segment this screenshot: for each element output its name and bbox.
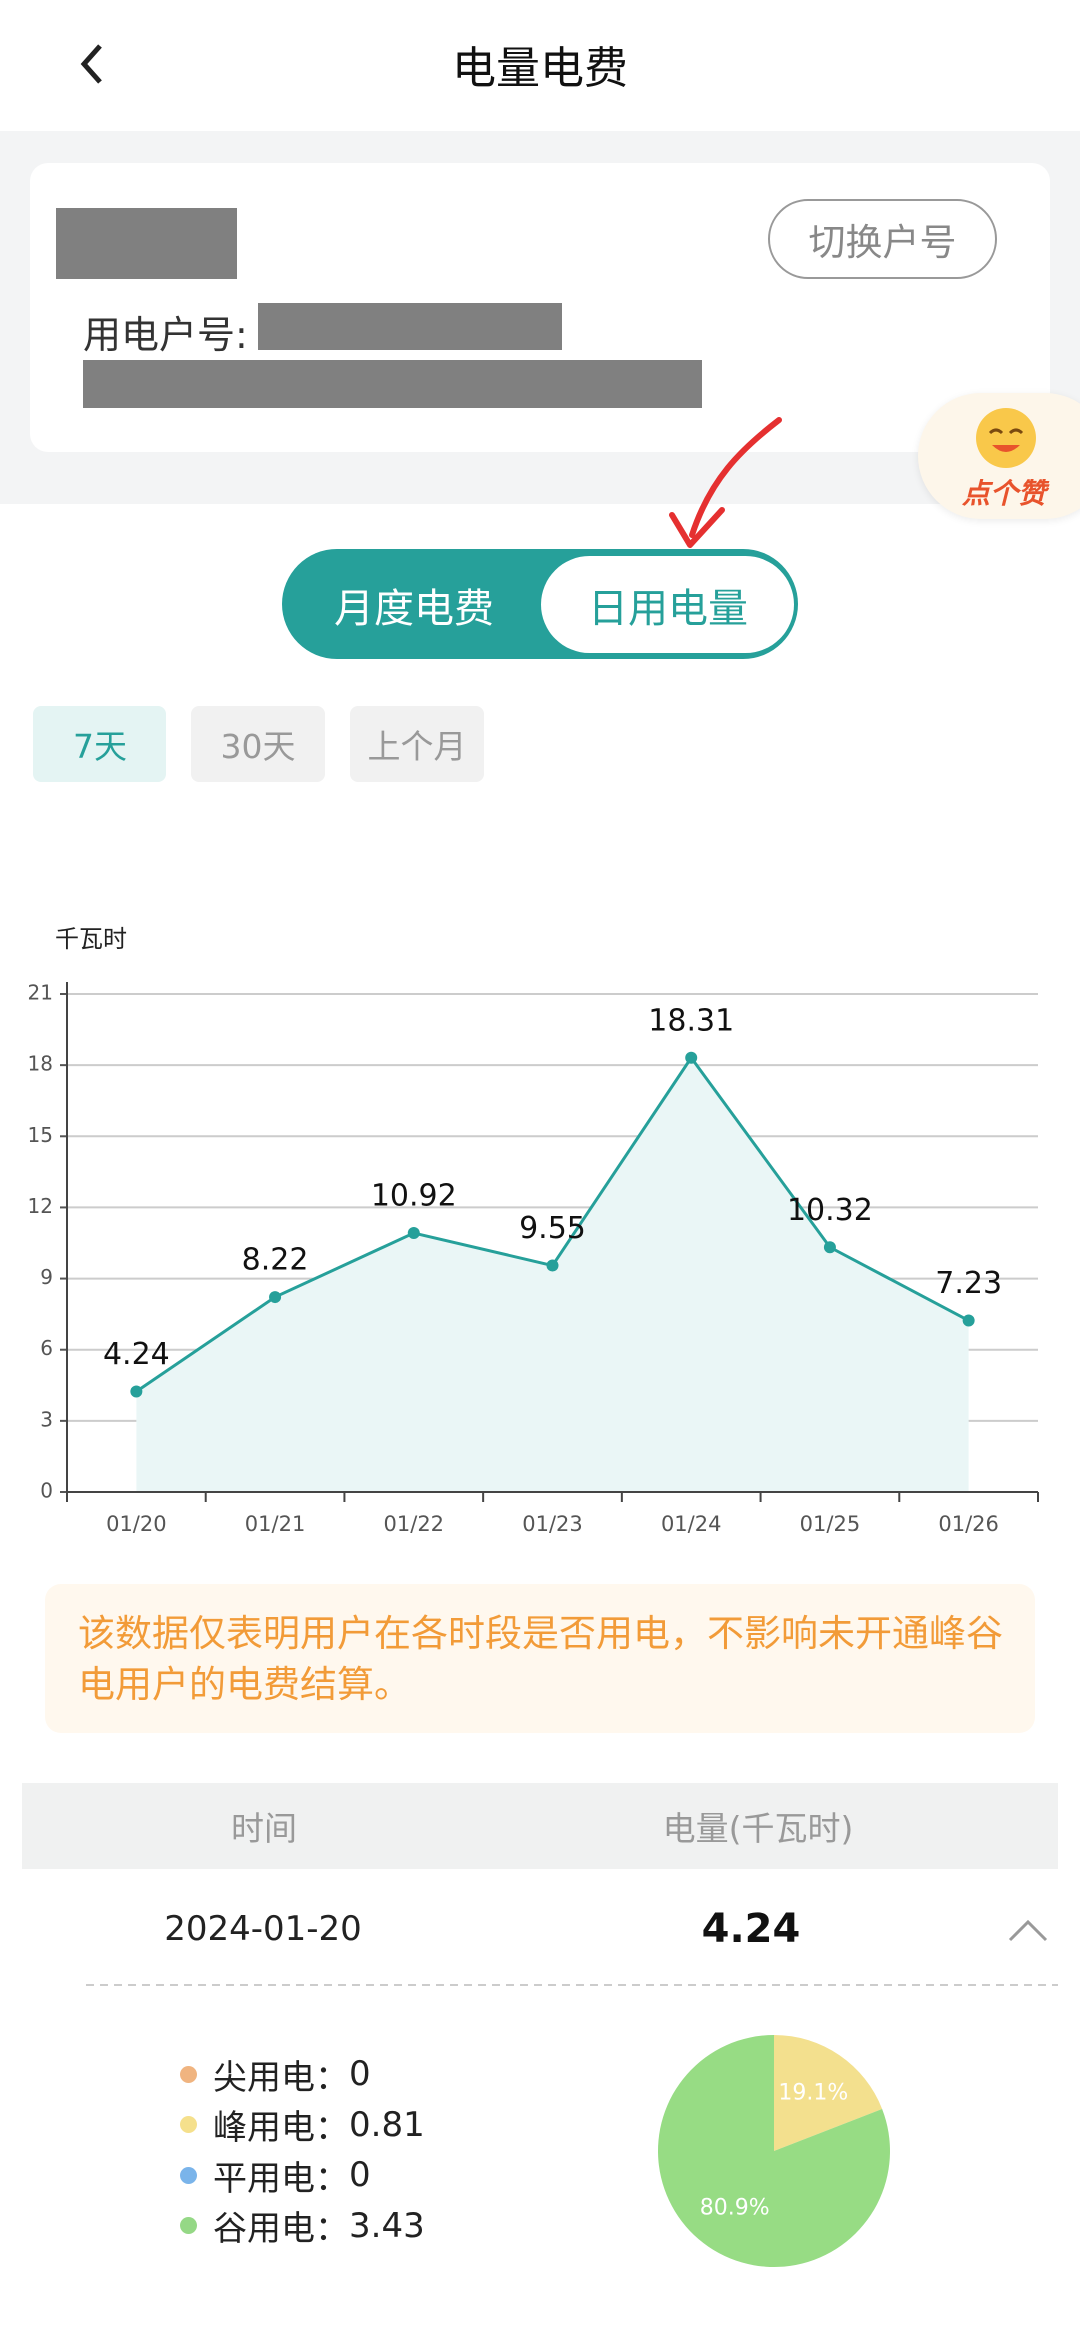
pie-slice — [658, 2035, 890, 2267]
legend-item: 峰用电： 0.81 — [180, 2100, 425, 2151]
legend-item: 平用电： 0 — [180, 2150, 425, 2201]
data-label: 4.24 — [103, 1337, 170, 1372]
legend-label: 峰用电： — [213, 2108, 349, 2149]
point — [130, 1385, 143, 1398]
y-tick-label: 0 — [40, 1479, 53, 1503]
legend-item: 谷用电： 3.43 — [180, 2201, 425, 2252]
account-number-label: 用电户号: — [83, 313, 248, 357]
point — [407, 1227, 420, 1240]
like-emoji — [976, 408, 1036, 468]
legend-label: 尖用电： — [213, 2057, 349, 2098]
back-button[interactable] — [80, 44, 102, 84]
range-button[interactable]: 7天 — [73, 727, 127, 766]
x-tick-label: 01/23 — [522, 1512, 583, 1536]
data-label: 8.22 — [242, 1243, 309, 1278]
view-toggle-active — [541, 556, 794, 653]
x-tick-label: 01/21 — [245, 1512, 306, 1536]
pie-label: 19.1% — [778, 2081, 848, 2106]
table-header — [22, 1783, 1058, 1869]
legend-value: 0.81 — [349, 2104, 425, 2145]
collapse-button[interactable] — [1008, 1919, 1048, 1942]
range-button-bg — [191, 706, 325, 782]
notice-text: 该数据仅表明用户在各时段是否用电，不影响未开通峰谷电用户的电费结算。 — [78, 1612, 1003, 1706]
pie-slice — [774, 2035, 883, 2151]
redacted-name — [56, 208, 237, 279]
emoji-eyes — [988, 428, 1024, 435]
legend-value: 0 — [349, 2054, 371, 2095]
range-button[interactable]: 上个月 — [367, 727, 467, 766]
notice-box — [45, 1584, 1035, 1733]
range-button-bg — [33, 706, 166, 782]
view-tab[interactable]: 日用电量 — [588, 586, 748, 632]
legend-dot — [180, 2065, 197, 2083]
point — [962, 1314, 975, 1327]
y-tick-label: 12 — [28, 1194, 53, 1218]
annotation-arrowhead — [669, 507, 725, 548]
legend-dot — [180, 2166, 197, 2184]
like-badge-text[interactable]: 点个赞 — [961, 477, 1047, 510]
legend-dot — [180, 2116, 197, 2134]
table-cell: 2024-01-20 — [164, 1909, 362, 1949]
range-button[interactable]: 30天 — [220, 727, 296, 766]
data-label: 10.32 — [787, 1193, 873, 1228]
legend-label: 谷用电： — [213, 2209, 349, 2250]
y-tick-label: 6 — [40, 1336, 53, 1360]
table-header-cell: 电量(千瓦时) — [662, 1809, 854, 1848]
data-label: 18.31 — [648, 1003, 734, 1038]
x-tick-label: 01/22 — [384, 1512, 445, 1536]
redacted-number — [258, 303, 562, 350]
table-header-cell: 时间 — [231, 1809, 297, 1848]
area — [136, 1057, 969, 1492]
view-tab[interactable]: 月度电费 — [334, 586, 494, 632]
y-tick-label: 15 — [28, 1123, 53, 1147]
x-tick-label: 01/20 — [106, 1512, 167, 1536]
emoji-mouth — [992, 445, 1020, 452]
x-tick-label: 01/26 — [938, 1512, 999, 1536]
legend-dot — [180, 2217, 197, 2235]
data-label: 9.55 — [519, 1211, 586, 1246]
x-tick-label: 01/24 — [661, 1512, 722, 1536]
redacted-address — [83, 360, 702, 408]
legend-value: 0 — [349, 2155, 371, 2196]
data-label: 7.23 — [935, 1266, 1002, 1301]
data-label: 10.92 — [371, 1179, 457, 1214]
table-cell: 4.24 — [701, 1906, 801, 1952]
y-tick-label: 3 — [40, 1407, 53, 1431]
x-tick-label: 01/25 — [800, 1512, 861, 1536]
legend-value: 3.43 — [349, 2205, 425, 2246]
switch-account-button[interactable]: 切换户号 — [768, 199, 997, 279]
pie-label: 80.9% — [700, 2195, 770, 2220]
y-axis-label: 千瓦时 — [55, 925, 127, 953]
y-tick-label: 21 — [28, 981, 53, 1005]
y-tick-label: 9 — [40, 1265, 53, 1289]
point — [546, 1259, 559, 1272]
point — [685, 1051, 698, 1064]
point — [823, 1241, 836, 1254]
legend-label: 平用电： — [213, 2158, 349, 2199]
annotation-arrow — [689, 417, 782, 538]
point — [269, 1291, 282, 1304]
page-title: 电量电费 — [452, 43, 628, 94]
range-button-bg — [350, 706, 484, 782]
legend-item: 尖用电： 0 — [180, 2049, 425, 2100]
usage-legend: 尖用电： 0 峰用电： 0.81 平用电： 0 谷用电： 3.43 — [180, 2049, 425, 2251]
y-tick-label: 18 — [28, 1052, 53, 1076]
